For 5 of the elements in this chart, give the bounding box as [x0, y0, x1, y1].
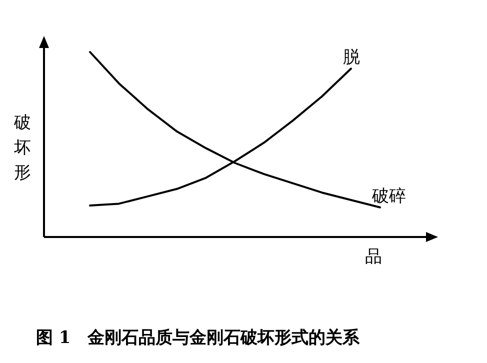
series-label: 脱: [343, 48, 360, 68]
y-axis-title: 破坏形: [13, 113, 31, 183]
series-label: 破碎: [371, 186, 406, 206]
text: 图 1 金刚石品质与金刚石破坏形式的关系: [36, 328, 361, 348]
x-axis-title: 品: [365, 247, 382, 267]
